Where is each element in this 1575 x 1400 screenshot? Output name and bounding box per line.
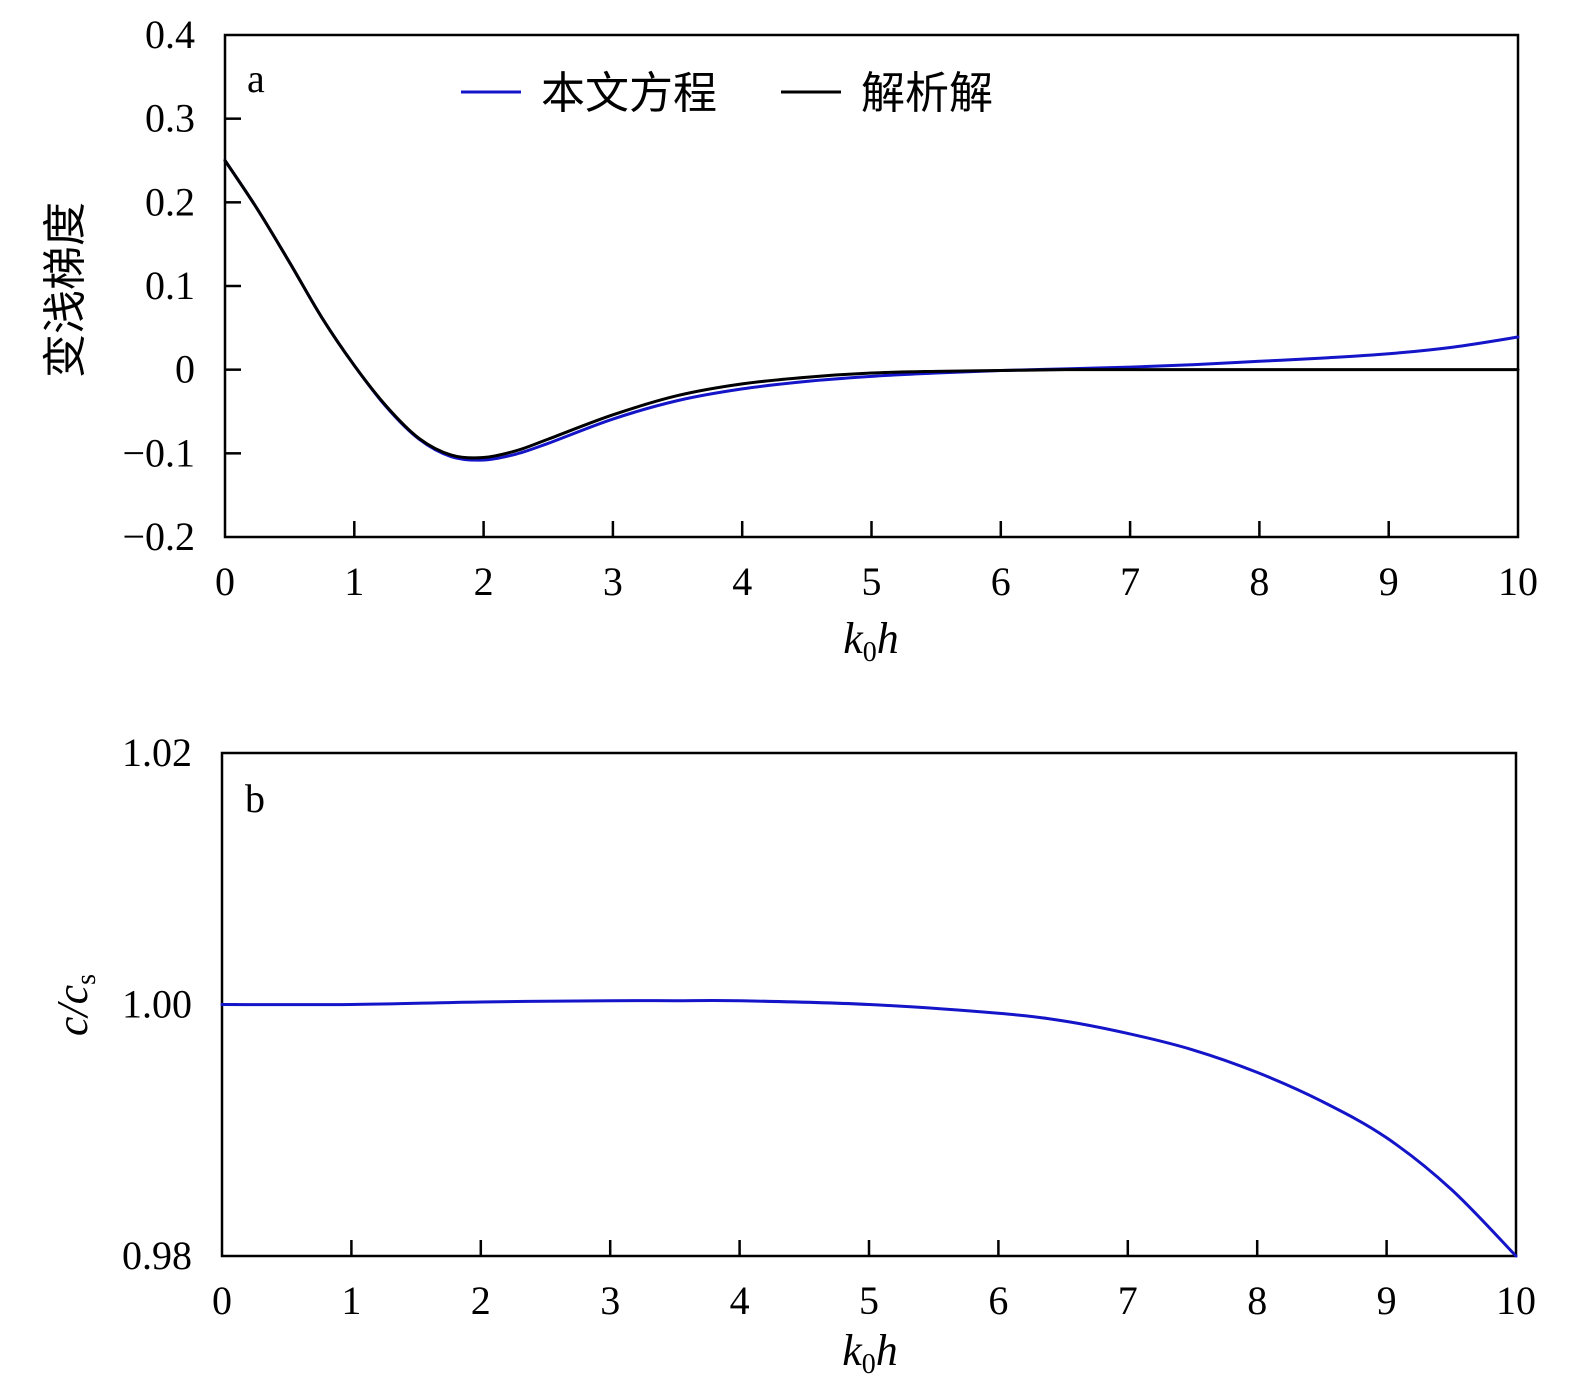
panel-b-y-tick-label: 1.00: [122, 982, 192, 1027]
panel-b-x-tick-label: 5: [859, 1278, 879, 1323]
panel-b-x-tick-label: 7: [1118, 1278, 1138, 1323]
panel-a-y-tick-label: 0.2: [145, 179, 195, 224]
panel-b-ticks: 0 1 2 3 4 5 6 7 8 9 10 1.02 1.00 0.98: [122, 730, 1536, 1323]
legend-label-series-2: 解析解: [861, 68, 993, 119]
panel-b-label: b: [245, 776, 265, 821]
panel-b-x-tick-label: 10: [1496, 1278, 1536, 1323]
panel-b-x-tick-label: 0: [212, 1278, 232, 1323]
panel-a-series-line-1: [223, 159, 1520, 462]
panel-b-x-tick-label: 8: [1247, 1278, 1267, 1323]
panel-b-x-tick-label: 4: [730, 1278, 750, 1323]
panel-a-x-tick-label: 9: [1379, 559, 1399, 604]
panel-a-ticks: 0 1 2 3 4 5 6 7 8 9 10 0.4 0.3 0.2 0.1 0 −0.1 −0.2: [122, 12, 1538, 604]
panel-a-y-tick-label: −0.2: [122, 514, 195, 559]
panel-a-series-line-2: [223, 159, 1520, 460]
legend-label-series-1: 本文方程: [541, 68, 717, 119]
panel-a-x-tick-label: 8: [1249, 559, 1269, 604]
panel-b-chart: 0 1 2 3 4 5 6 7 8 9 10 1.02 1.00 0.98 b c/cs k0h: [48, 730, 1536, 1380]
panel-b-x-tick-label: 3: [600, 1278, 620, 1323]
panel-a-y-tick-label: 0: [175, 347, 195, 392]
panel-b-x-tick-label: 2: [471, 1278, 491, 1323]
panel-a-series: [223, 159, 1520, 462]
panel-b-x-tick-label: 9: [1377, 1278, 1397, 1323]
panel-a-y-tick-label: −0.1: [122, 430, 195, 475]
panel-b-y-axis-label: c/cs: [48, 974, 102, 1036]
panel-a-y-tick-label: 0.1: [145, 263, 195, 308]
panel-a-x-tick-label: 3: [603, 559, 623, 604]
panel-a-label: a: [247, 56, 265, 101]
panel-a-x-tick-label: 7: [1120, 559, 1140, 604]
panel-b-x-tick-label: 6: [988, 1278, 1008, 1323]
panel-a-y-axis-label: 变浅梯度: [40, 202, 91, 378]
panel-b-series-line-1: [220, 998, 1518, 1258]
panel-a-x-tick-label: 2: [474, 559, 494, 604]
panel-a-x-tick-label: 10: [1498, 559, 1538, 604]
panel-a-x-tick-label: 1: [344, 559, 364, 604]
panel-a-legend: 本文方程 解析解: [461, 68, 993, 119]
panel-b-y-tick-label: 0.98: [122, 1233, 192, 1278]
panel-a-x-tick-label: 0: [215, 559, 235, 604]
panel-a-y-tick-label: 0.3: [145, 96, 195, 141]
panel-a-x-axis-label: k0h: [843, 614, 899, 668]
panel-a-x-tick-label: 5: [862, 559, 882, 604]
panel-a-x-tick-label: 6: [991, 559, 1011, 604]
panel-b-x-axis-label: k0h: [842, 1326, 898, 1380]
panel-a-y-tick-label: 0.4: [145, 12, 195, 57]
panel-a-x-tick-label: 4: [732, 559, 752, 604]
panel-b-y-tick-label: 1.02: [122, 730, 192, 775]
panel-b-x-tick-label: 1: [341, 1278, 361, 1323]
panel-b-series: [220, 998, 1518, 1258]
panel-a-chart: 0 1 2 3 4 5 6 7 8 9 10 0.4 0.3 0.2 0.1 0 −0.1 −0.2 a 本文方程…: [40, 12, 1538, 668]
